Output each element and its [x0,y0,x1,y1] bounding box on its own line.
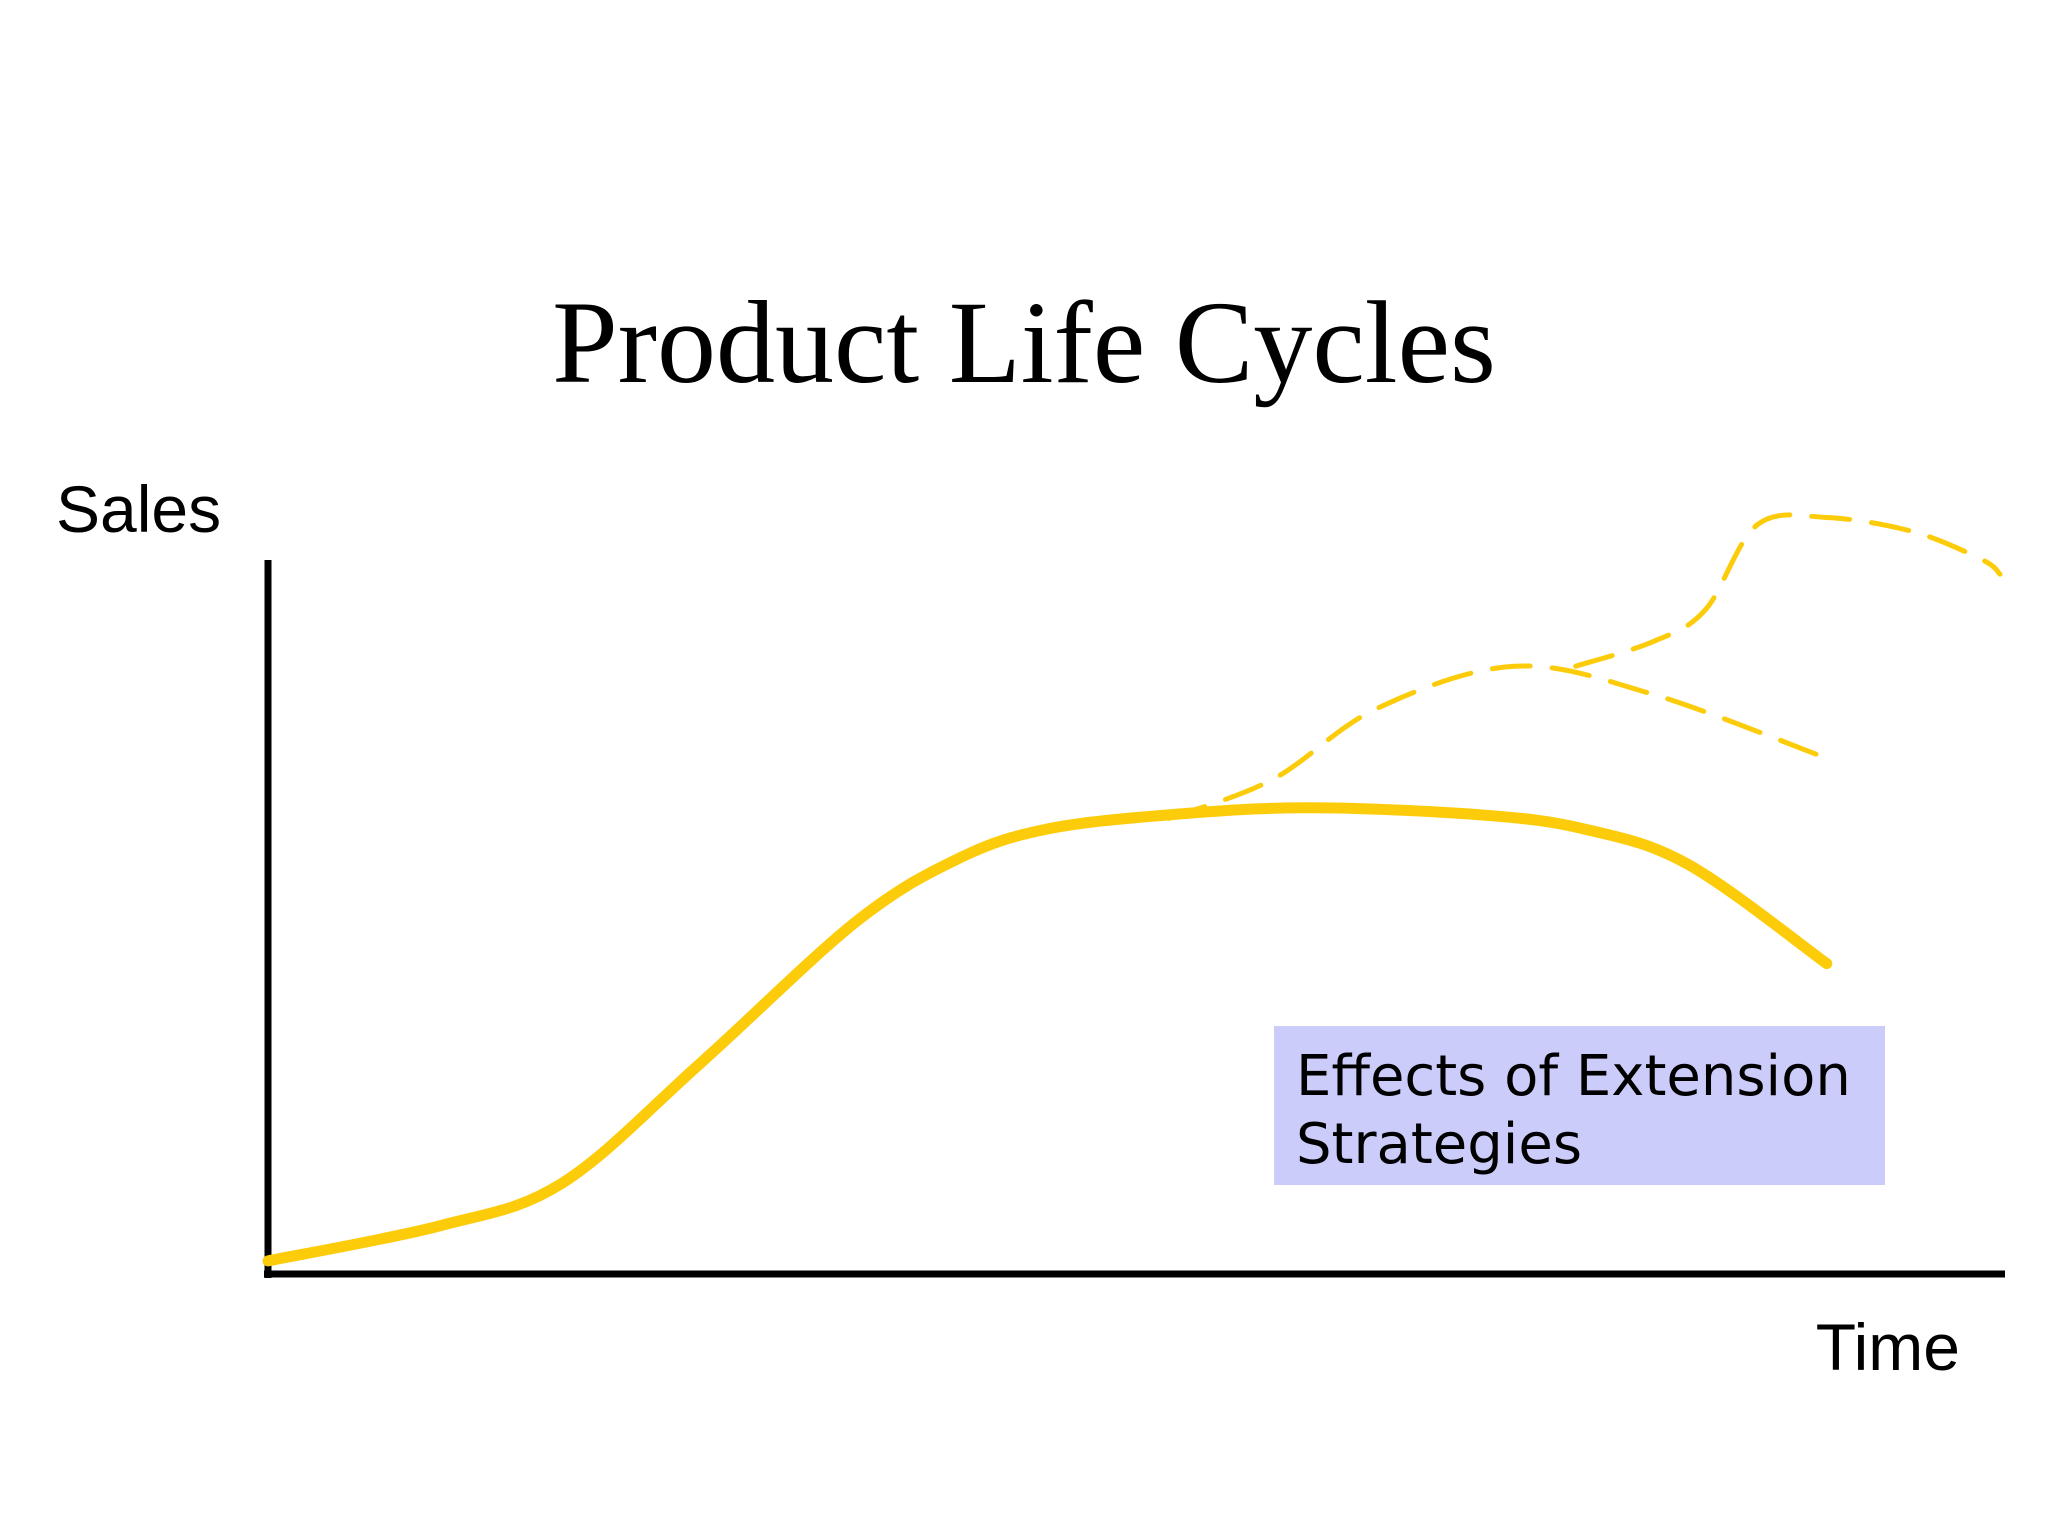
series-line-main [262,802,1833,1267]
series-line-extension-2 [1573,512,2003,669]
annotation-text-line-1: Effects of Extension [1296,1044,1851,1109]
series-layer [262,512,2003,1267]
x-axis-label: Time [1816,1310,1960,1384]
y-axis-label: Sales [56,472,221,546]
series-line-extension-1 [1166,663,1830,821]
annotation-box: Effects of Extension Strategies [1274,1026,1885,1185]
annotation-text-line-2: Strategies [1296,1112,1582,1177]
annotation-background [1274,1026,1885,1185]
chart-title: Product Life Cycles [552,277,1496,408]
